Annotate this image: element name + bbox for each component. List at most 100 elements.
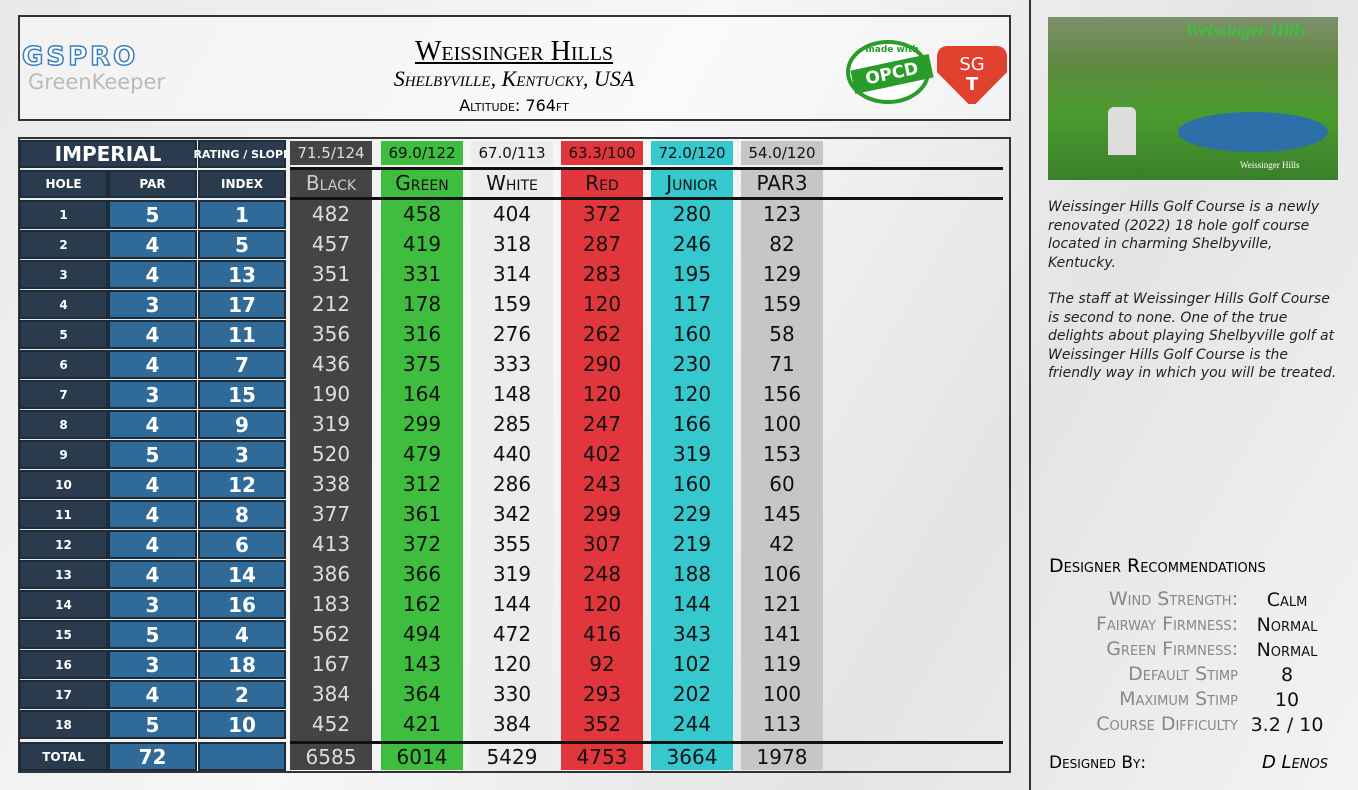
stroke-index: 11 <box>198 320 286 349</box>
tee-rating: 72.0/120 <box>651 141 733 165</box>
yardage: 143 <box>402 652 442 676</box>
tee-total: 6585 <box>305 744 357 769</box>
badge-top: made with <box>865 45 919 55</box>
yardage: 372 <box>582 202 622 226</box>
yardage: 314 <box>492 262 532 286</box>
par: 5 <box>108 440 197 469</box>
rec-value: Normal <box>1256 639 1318 661</box>
yardage: 299 <box>582 502 622 526</box>
yardage: 141 <box>762 622 802 646</box>
yardage: 120 <box>582 382 622 406</box>
yardage: 333 <box>492 352 532 376</box>
yardage: 436 <box>311 352 351 376</box>
yardage: 343 <box>672 622 712 646</box>
yardage: 562 <box>311 622 351 646</box>
yardage: 458 <box>402 202 442 226</box>
par: 4 <box>108 680 197 709</box>
location: Shelbyville, Kentucky, USA <box>393 66 635 91</box>
tee-name: PAR3 <box>741 170 823 196</box>
par: 4 <box>108 560 197 589</box>
yardage: 230 <box>672 352 712 376</box>
rule <box>290 167 1003 170</box>
yardage: 82 <box>769 232 795 256</box>
designed-by-label: Designed By: <box>1049 753 1147 773</box>
tee-column <box>471 170 553 770</box>
total-label: TOTAL <box>19 742 108 771</box>
tee-column <box>561 170 643 770</box>
yardage: 144 <box>672 592 712 616</box>
yardage: 166 <box>672 412 712 436</box>
hole-number: 5 <box>19 320 108 349</box>
yardage: 145 <box>762 502 802 526</box>
tee-column <box>741 170 823 770</box>
logo-top: GSPRO <box>21 41 139 73</box>
hole-number: 9 <box>19 440 108 469</box>
hole-number: 16 <box>19 650 108 679</box>
yardage: 351 <box>311 262 351 286</box>
yardage: 319 <box>311 412 351 436</box>
yardage: 419 <box>402 232 442 256</box>
sgt-bottom: T <box>965 74 979 95</box>
rec-label: Course Difficulty <box>1096 713 1238 735</box>
yardage: 361 <box>402 502 442 526</box>
par: 3 <box>108 290 197 319</box>
yardage: 159 <box>492 292 532 316</box>
hole-number: 13 <box>19 560 108 589</box>
yardage: 183 <box>311 592 351 616</box>
yardage: 121 <box>762 592 802 616</box>
unit-header: IMPERIAL <box>19 140 197 168</box>
stroke-index: 13 <box>198 260 286 289</box>
hole-number: 7 <box>19 380 108 409</box>
yardage: 167 <box>311 652 351 676</box>
yardage: 386 <box>311 562 351 586</box>
yardage: 243 <box>582 472 622 496</box>
yardage: 319 <box>492 562 532 586</box>
tee-total: 6014 <box>396 744 448 769</box>
logo-bottom: GreenKeeper <box>28 70 166 94</box>
par-total: 72 <box>108 742 197 771</box>
yardage: 342 <box>492 502 532 526</box>
tee-name: Junior <box>651 170 733 196</box>
stroke-index: 15 <box>198 380 286 409</box>
yardage: 316 <box>402 322 442 346</box>
yardage: 330 <box>492 682 532 706</box>
pond <box>1178 112 1328 152</box>
hole-number: 14 <box>19 590 108 619</box>
par: 4 <box>108 470 197 499</box>
yardage: 293 <box>582 682 622 706</box>
tee-rating: 67.0/113 <box>471 141 553 165</box>
yardage: 247 <box>582 412 622 436</box>
yardage: 92 <box>589 652 615 676</box>
yardage: 160 <box>672 322 712 346</box>
yardage: 190 <box>311 382 351 406</box>
stroke-index: 4 <box>198 620 286 649</box>
hole-number: 12 <box>19 530 108 559</box>
yardage: 338 <box>311 472 351 496</box>
tee-column <box>290 170 372 770</box>
yardage: 164 <box>402 382 442 406</box>
yardage: 285 <box>492 412 532 436</box>
stroke-index: 1 <box>198 200 286 229</box>
yardage: 440 <box>492 442 532 466</box>
yardage: 402 <box>582 442 622 466</box>
par: 3 <box>108 380 197 409</box>
yardage: 452 <box>311 712 351 736</box>
yardage: 494 <box>402 622 442 646</box>
yardage: 286 <box>492 472 532 496</box>
rec-label: Wind Strength: <box>1108 588 1238 610</box>
yardage: 162 <box>402 592 442 616</box>
stroke-index: 10 <box>198 710 286 739</box>
water-tower <box>1108 107 1136 155</box>
rec-label: Fairway Firmness: <box>1095 613 1238 635</box>
stroke-index: 16 <box>198 590 286 619</box>
rec-label: Green Firmness: <box>1106 638 1238 660</box>
yardage: 356 <box>311 322 351 346</box>
rec-value: Normal <box>1256 614 1318 636</box>
yardage: 318 <box>492 232 532 256</box>
hole-number: 2 <box>19 230 108 259</box>
yardage: 178 <box>402 292 442 316</box>
tee-total: 4753 <box>576 744 628 769</box>
yardage: 153 <box>762 442 802 466</box>
sgt-top: SG <box>959 54 985 75</box>
yardage: 120 <box>492 652 532 676</box>
